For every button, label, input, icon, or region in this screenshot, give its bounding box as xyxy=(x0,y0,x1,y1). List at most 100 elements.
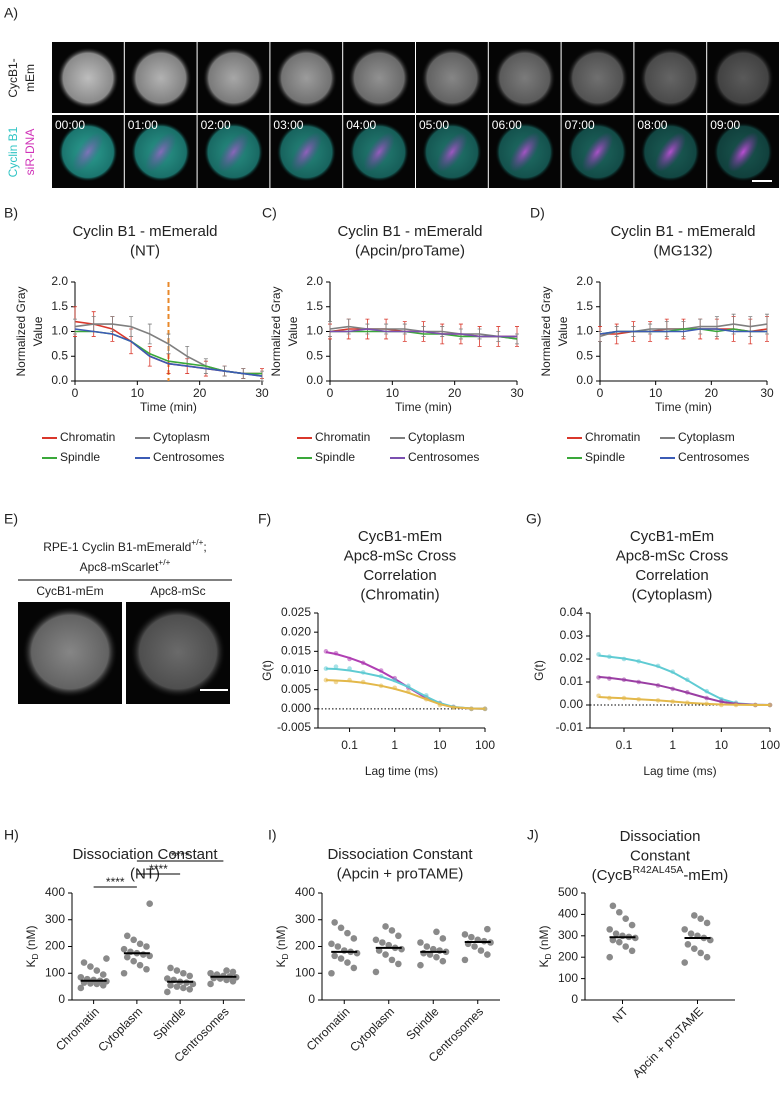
chart-title: Cyclin B1 - mEmerald xyxy=(337,223,482,240)
error-bar xyxy=(328,321,332,337)
y-tick-label: 0.000 xyxy=(281,701,311,715)
chromosomes xyxy=(290,132,322,172)
text-part: (nM) xyxy=(24,925,38,953)
data-point xyxy=(77,973,85,981)
x-tick-label: 10 xyxy=(131,386,145,400)
y-tick-label: 2.0 xyxy=(576,274,593,288)
y-tick-label: 1.0 xyxy=(51,324,68,338)
data-point xyxy=(703,919,711,927)
text-part: (nM) xyxy=(274,925,288,953)
data-point xyxy=(93,967,101,974)
data-point xyxy=(388,927,396,934)
data-point xyxy=(344,959,351,966)
chart-title: (NT) xyxy=(130,242,160,259)
data-point xyxy=(372,968,380,976)
data-point xyxy=(681,926,688,933)
data-point xyxy=(120,969,128,977)
x-tick-label: 0.1 xyxy=(616,738,633,752)
data-point xyxy=(684,941,692,948)
legend-label: Cytoplasm xyxy=(678,430,735,444)
y-tick-label: 100 xyxy=(45,965,65,979)
x-tick-label: 10 xyxy=(649,386,663,400)
x-tick-label: 0 xyxy=(327,386,334,400)
y-tick-label: 0 xyxy=(571,992,578,1006)
text-part: Apc8-mScarlet xyxy=(80,560,159,574)
data-point xyxy=(136,940,144,948)
chart-title: Correlation xyxy=(635,567,708,584)
y-tick-label: 100 xyxy=(295,965,315,979)
data-point xyxy=(123,932,131,940)
x-axis-label: Lag time (ms) xyxy=(365,764,438,778)
text-part: (nM) xyxy=(537,925,551,953)
chart-title: Cyclin B1 - mEmerald xyxy=(72,223,217,240)
data-point xyxy=(207,969,214,977)
data-point xyxy=(344,929,351,937)
x-tick-label: 30 xyxy=(510,386,524,400)
cell xyxy=(129,47,192,109)
data-point xyxy=(123,953,131,961)
data-point xyxy=(439,935,447,942)
error-bar xyxy=(765,313,769,335)
x-axis-label: Time (min) xyxy=(395,400,452,414)
cell xyxy=(130,606,226,698)
data-point xyxy=(697,949,704,957)
y-tick-label: 400 xyxy=(558,907,578,921)
chart-title: Correlation xyxy=(363,567,436,584)
data-point xyxy=(423,943,431,950)
legend-label: Chromatin xyxy=(585,430,640,444)
data-point xyxy=(484,951,491,958)
y-tick-label: 1.0 xyxy=(576,324,593,338)
text-part: R42AL45A xyxy=(633,864,684,876)
legend-label: Cytoplasm xyxy=(153,430,210,444)
chromosomes xyxy=(654,132,686,172)
chart-title: Apc8-mSc Cross xyxy=(344,547,457,564)
series-line xyxy=(74,328,263,377)
y-axis-label: KD (nM) xyxy=(24,925,40,967)
data-point xyxy=(388,956,396,964)
chromosomes xyxy=(363,132,395,172)
y-tick-label: 0.02 xyxy=(560,651,584,665)
data-point xyxy=(323,677,329,683)
legend-label: Cytoplasm xyxy=(408,430,465,444)
chart-title: (Apcin/proTame) xyxy=(355,242,465,259)
y-tick-label: 1.5 xyxy=(306,299,323,313)
cell xyxy=(421,47,483,109)
chart-title: CycB1-mEm xyxy=(630,528,714,545)
y-tick-label: 0.00 xyxy=(560,697,584,711)
legend-label: Chromatin xyxy=(315,430,370,444)
x-tick-label: 20 xyxy=(705,386,719,400)
data-point xyxy=(186,972,194,980)
y-tick-label: 0.04 xyxy=(560,605,584,619)
image-label: Apc8-mSc xyxy=(150,584,205,598)
data-point xyxy=(471,943,478,950)
data-point xyxy=(433,928,440,936)
text-part: +/+ xyxy=(191,537,203,547)
data-point xyxy=(691,945,698,952)
data-point xyxy=(429,945,437,953)
data-point xyxy=(130,957,137,965)
x-axis-label: Time (min) xyxy=(140,400,197,414)
y-axis-label: Normalized Gray xyxy=(14,286,28,376)
panel-label: D) xyxy=(530,205,545,221)
y-tick-label: 0 xyxy=(308,992,315,1006)
data-point xyxy=(164,988,171,996)
y-tick-label: 300 xyxy=(558,928,578,942)
significance-label: **** xyxy=(149,862,168,876)
panel-label: C) xyxy=(262,205,277,221)
y-tick-label: 100 xyxy=(558,971,578,985)
data-point xyxy=(385,941,393,949)
timestamp: 06:00 xyxy=(492,118,522,132)
y-tick-label: 0.015 xyxy=(281,644,311,658)
text-part: -mEm) xyxy=(683,867,728,884)
data-point xyxy=(350,935,358,942)
data-point xyxy=(426,951,434,958)
data-point xyxy=(382,951,389,958)
data-point xyxy=(417,961,424,969)
timestamp: 04:00 xyxy=(346,118,376,132)
legend-label: Centrosomes xyxy=(678,450,749,464)
y-tick-label: 0 xyxy=(58,992,65,1006)
y-tick-label: 0.0 xyxy=(576,373,593,387)
data-point xyxy=(164,975,171,982)
y-tick-label: 0.03 xyxy=(560,628,584,642)
y-tick-label: 400 xyxy=(45,885,65,899)
